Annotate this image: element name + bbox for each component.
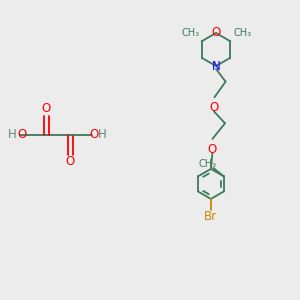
Text: H: H <box>98 128 107 142</box>
Text: O: O <box>42 102 51 115</box>
Text: O: O <box>90 128 99 142</box>
Text: CH₃: CH₃ <box>234 28 252 38</box>
Text: O: O <box>209 101 218 114</box>
Text: CH₃: CH₃ <box>181 28 200 38</box>
Text: O: O <box>212 26 220 40</box>
Text: O: O <box>208 143 217 156</box>
Text: O: O <box>66 155 75 168</box>
Text: N: N <box>212 59 220 73</box>
Text: Br: Br <box>204 210 218 223</box>
Text: O: O <box>17 128 26 142</box>
Text: H: H <box>8 128 17 142</box>
Text: CH₃: CH₃ <box>198 159 217 170</box>
